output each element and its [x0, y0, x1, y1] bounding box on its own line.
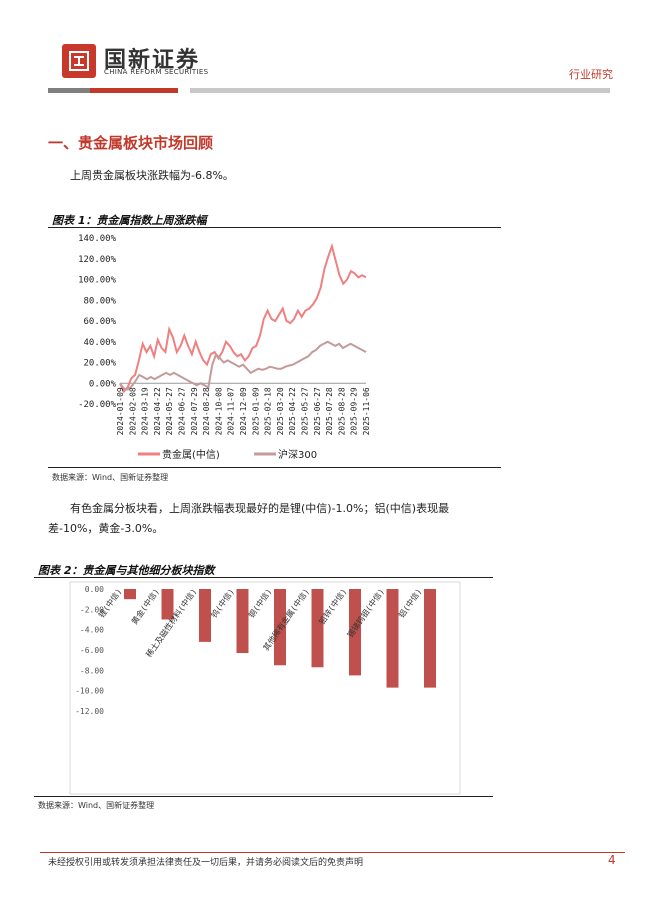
bar	[236, 589, 249, 654]
y-tick-label: 120.00%	[78, 255, 117, 265]
x-tick-label: 2025-04-22	[288, 387, 297, 435]
y-tick-label: -20.00%	[78, 400, 117, 410]
figure1-title: 图表 1：贵金属指数上周涨跌幅	[52, 214, 207, 227]
y-tick-label: 80.00%	[83, 296, 116, 306]
category-label: 钨(中信)	[209, 586, 236, 619]
y-tick-label: -2.00	[80, 605, 104, 614]
x-tick-label: 2025-01-09	[251, 387, 260, 435]
brand-name-en: CHINA REFORM SECURITIES	[104, 68, 209, 76]
bar	[349, 589, 361, 676]
footer-disclaimer: 未经授权引用或转发须承担法律责任及一切后果，并请务必阅读文后的免责声明	[48, 858, 364, 868]
x-tick-label: 2024-10-08	[214, 387, 223, 435]
y-tick-label: 0.00	[85, 585, 104, 594]
figure1-chart: 140.00% 120.00% 100.00% 80.00% 60.00% 40.00% 2…	[78, 234, 371, 461]
x-tick-label: 2024-04-22	[153, 387, 162, 435]
x-tick-label: 2025-09-29	[350, 387, 359, 435]
bar	[274, 589, 286, 666]
y-tick-label: 140.00%	[78, 234, 117, 244]
x-tick-label: 2025-06-27	[313, 387, 322, 435]
header-rule-red	[90, 88, 178, 93]
x-tick-label: 2024-07-29	[190, 387, 199, 435]
x-tick-label: 2025-02-18	[264, 387, 273, 435]
series-line-precious	[119, 242, 367, 394]
category-label: 铝(中信)	[396, 586, 423, 619]
y-tick-label: -10.00	[75, 687, 104, 696]
bar	[386, 589, 399, 688]
bar	[124, 589, 136, 600]
bar	[199, 589, 211, 642]
figure2-bottom-rule	[34, 796, 493, 797]
x-tick-label: 2025-11-06	[362, 387, 371, 435]
x-tick-label: 2024-01-09	[116, 387, 125, 435]
y-tick-label: 20.00%	[83, 359, 116, 369]
x-tick-label: 2024-11-07	[227, 387, 236, 435]
x-tick-label: 2024-06-27	[178, 387, 187, 435]
x-tick-label: 2024-05-27	[165, 387, 174, 435]
header-rule-dark	[48, 88, 90, 93]
x-tick-label: 2025-08-28	[337, 387, 346, 435]
paragraph-1: 上周贵金属板块涨跌幅为-6.8%。	[70, 169, 234, 182]
footer-rule	[40, 852, 625, 853]
y-tick-label: -6.00	[80, 646, 104, 655]
bar	[424, 589, 436, 688]
y-tick-label: -12.00	[75, 707, 104, 716]
figure2-title: 图表 2：贵金属与其他细分板块指数	[38, 564, 215, 577]
figure1-legend: 贵金属(中信) 沪深300	[138, 448, 317, 461]
figure1-top-rule	[48, 227, 501, 228]
y-tick-label: 0.00%	[89, 379, 117, 389]
x-tick-label: 2024-02-08	[128, 387, 137, 435]
figure1-source: 数据来源：Wind、国新证券整理	[52, 473, 169, 482]
paragraph-2-line2: 差-10%，黄金-3.0%。	[48, 522, 164, 535]
x-tick-label: 2024-12-09	[239, 387, 248, 435]
y-tick-label: 60.00%	[83, 317, 116, 327]
x-tick-label: 2024-08-28	[202, 387, 211, 435]
y-tick-label: 100.00%	[78, 276, 117, 286]
x-tick-label: 2025-03-20	[276, 387, 285, 435]
figure1-bottom-rule	[48, 467, 501, 468]
page-number: 4	[608, 853, 616, 867]
figure2-top-rule	[34, 577, 493, 578]
y-tick-label: -8.00	[80, 666, 104, 675]
bar	[161, 589, 174, 620]
report-category: 行业研究	[569, 68, 613, 81]
series-line-hs300	[119, 340, 367, 391]
section-title: 一、贵金属板块市场回顾	[48, 134, 214, 152]
y-tick-label: -4.00	[80, 626, 104, 635]
header-rule-light	[190, 88, 610, 93]
figure2-chart: 0.00-2.00-4.00-6.00-8.00-10.00-12.00 锂(中…	[69, 581, 461, 795]
paragraph-2-line1: 有色金属分板块看，上周涨跌幅表现最好的是锂(中信)-1.0%；铝(中信)表现最	[70, 502, 450, 515]
legend-label-precious: 贵金属(中信)	[162, 448, 220, 461]
x-tick-label: 2024-03-19	[141, 387, 150, 435]
figure2-plot-frame	[69, 581, 461, 795]
brand-logo-icon	[62, 44, 96, 78]
x-tick-label: 2025-05-27	[301, 387, 310, 435]
figure2-source: 数据来源：Wind、国新证券整理	[38, 801, 155, 810]
bar	[311, 589, 324, 668]
legend-label-hs300: 沪深300	[278, 448, 317, 461]
brand-name-cn: 国新证券	[104, 48, 201, 73]
y-tick-label: 40.00%	[83, 338, 116, 348]
category-label: 铜(中信)	[246, 586, 273, 619]
x-tick-label: 2025-07-28	[325, 387, 334, 435]
